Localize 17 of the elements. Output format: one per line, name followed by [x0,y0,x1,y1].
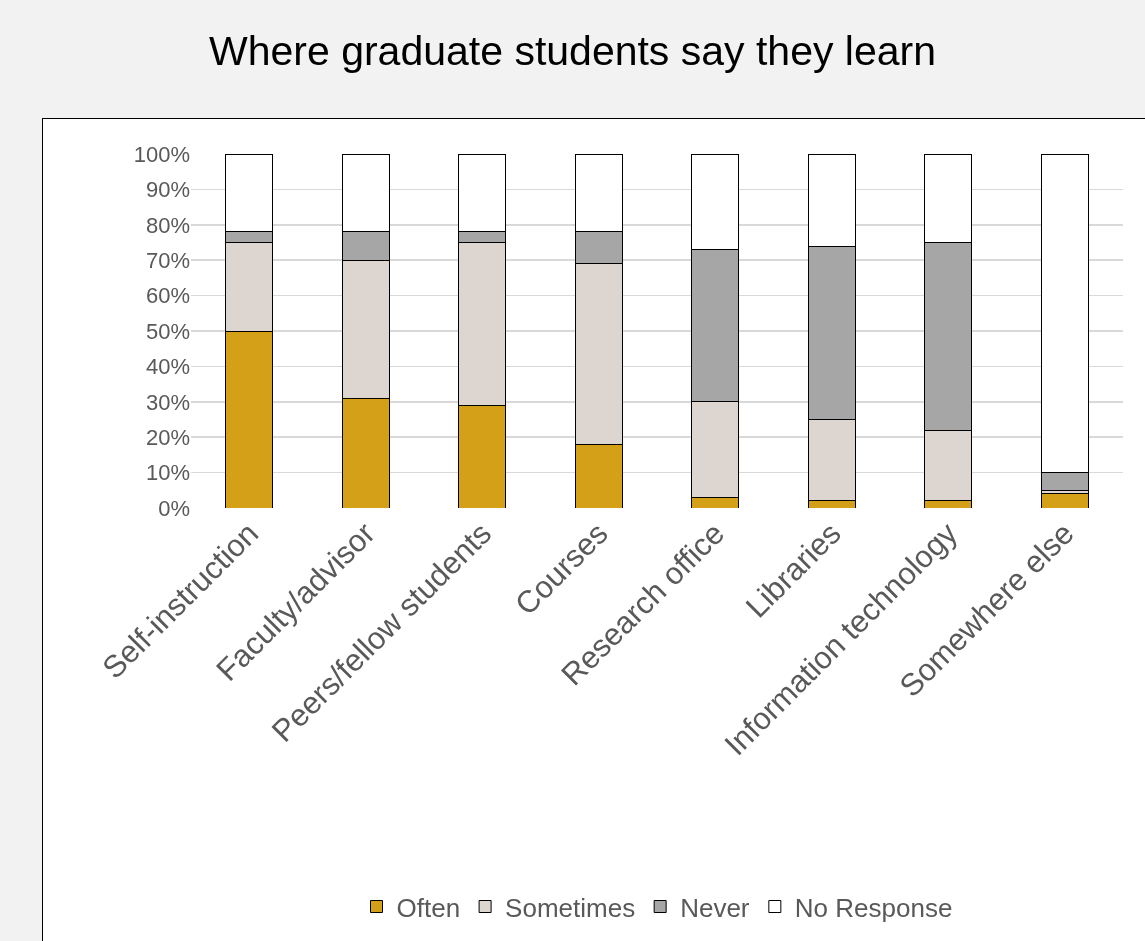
y-tick-label: 50% [145,318,190,344]
legend-label: Often [396,892,461,923]
y-tick-label: 30% [145,389,190,415]
y-tick-label: 70% [145,247,190,273]
legend-label: No Response [794,892,953,923]
y-tick-label: 60% [145,283,190,309]
chart-title: Where graduate students say they learn [208,28,937,75]
y-tick-label: 0% [158,495,190,521]
legend-label: Sometimes [505,892,636,923]
y-tick-label: 100% [133,141,190,167]
y-tick-label: 40% [145,354,190,380]
legend-label: Never [680,892,750,923]
bar [1040,493,1089,508]
y-tick-label: 20% [145,424,190,450]
y-tick-label: 90% [145,177,190,203]
y-tick-label: 80% [145,212,190,238]
y-tick-label: 10% [145,460,190,486]
